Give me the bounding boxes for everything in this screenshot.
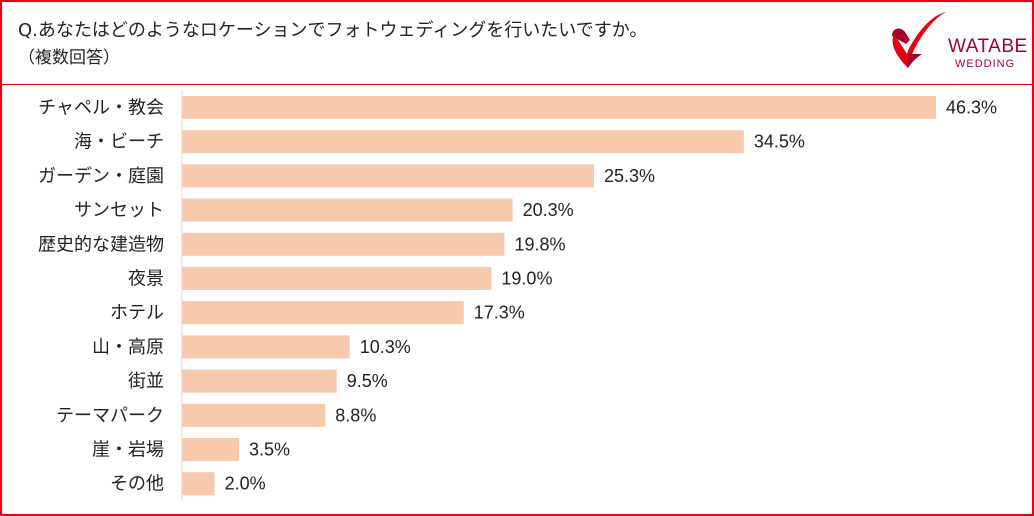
category-label: ホテル xyxy=(110,303,164,324)
bar xyxy=(182,198,513,222)
chart-header: Q.あなたはどのようなロケーションでフォトウェディングを行いたいですか。 （複数… xyxy=(2,2,1032,82)
value-label: 8.8% xyxy=(335,405,376,425)
category-label: チャペル・教会 xyxy=(38,98,164,119)
header-divider xyxy=(2,84,1032,85)
heart-check-logo-icon xyxy=(892,12,946,68)
value-label: 9.5% xyxy=(347,371,388,391)
logo-subtext: WEDDING xyxy=(955,58,1016,70)
value-label: 20.3% xyxy=(523,200,574,220)
bar xyxy=(182,301,464,325)
value-label: 19.8% xyxy=(514,234,565,254)
category-label: 歴史的な建造物 xyxy=(38,234,164,255)
bar xyxy=(182,335,350,359)
bar xyxy=(182,403,326,427)
answer-type-note: （複数回答） xyxy=(18,48,120,68)
bar xyxy=(182,232,505,256)
category-label: ガーデン・庭園 xyxy=(38,166,164,187)
bar xyxy=(182,130,744,154)
bar xyxy=(182,369,337,393)
value-label: 25.3% xyxy=(604,166,655,186)
value-label: 17.3% xyxy=(474,303,525,323)
bar xyxy=(182,472,215,496)
logo-wordmark: WATABE xyxy=(948,36,1028,57)
category-label: 街並 xyxy=(128,371,164,392)
category-label: 海・ビーチ xyxy=(74,132,164,153)
value-label: 2.0% xyxy=(225,474,266,494)
watabe-wedding-logo: WATABE WEDDING xyxy=(886,10,1032,80)
value-label: 34.5% xyxy=(754,132,805,152)
bar xyxy=(182,96,936,119)
category-label: 夜景 xyxy=(128,269,164,290)
value-label: 10.3% xyxy=(360,337,411,357)
bar xyxy=(182,164,595,188)
bar xyxy=(182,438,239,461)
bar xyxy=(182,267,492,290)
value-label: 19.0% xyxy=(501,269,552,289)
question-text: Q.あなたはどのようなロケーションでフォトウェディングを行いたいですか。 xyxy=(18,20,648,41)
value-label: 3.5% xyxy=(249,440,290,460)
category-label: 崖・岩場 xyxy=(92,440,164,461)
value-label: 46.3% xyxy=(946,98,997,118)
category-label: その他 xyxy=(110,474,164,495)
category-label: 山・高原 xyxy=(92,337,164,358)
category-label: テーマパーク xyxy=(56,405,164,426)
category-label: サンセット xyxy=(74,200,164,221)
